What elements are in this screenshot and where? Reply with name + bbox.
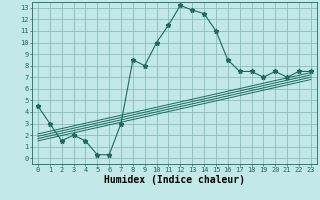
X-axis label: Humidex (Indice chaleur): Humidex (Indice chaleur): [104, 175, 245, 185]
